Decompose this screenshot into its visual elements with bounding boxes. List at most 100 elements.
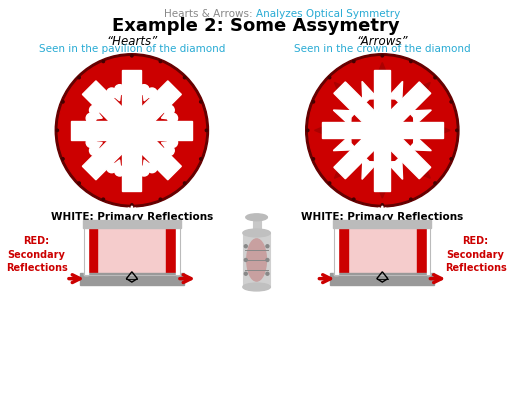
Ellipse shape: [434, 182, 436, 185]
Ellipse shape: [450, 101, 453, 104]
Bar: [426, 224, 431, 275]
Ellipse shape: [106, 163, 117, 173]
Polygon shape: [414, 163, 430, 179]
Ellipse shape: [131, 55, 133, 58]
Polygon shape: [374, 71, 391, 191]
Polygon shape: [387, 82, 402, 106]
Text: RED:
Secondary
Reflections: RED: Secondary Reflections: [445, 236, 506, 272]
Polygon shape: [387, 156, 402, 180]
Polygon shape: [322, 123, 443, 139]
Polygon shape: [314, 124, 331, 138]
Ellipse shape: [266, 259, 269, 262]
Bar: [334, 224, 431, 275]
Ellipse shape: [200, 158, 202, 161]
Bar: [243, 234, 270, 287]
Ellipse shape: [90, 106, 99, 116]
Ellipse shape: [312, 101, 314, 104]
Text: Example 2: Some Assymetry: Example 2: Some Assymetry: [112, 17, 399, 35]
Ellipse shape: [167, 114, 178, 124]
Ellipse shape: [164, 146, 174, 156]
Ellipse shape: [244, 245, 247, 248]
Ellipse shape: [381, 204, 383, 207]
Ellipse shape: [200, 101, 202, 104]
Ellipse shape: [205, 130, 208, 132]
Bar: [84, 224, 180, 275]
Ellipse shape: [115, 166, 125, 177]
Ellipse shape: [244, 259, 247, 262]
Polygon shape: [333, 111, 357, 127]
Ellipse shape: [56, 130, 58, 132]
Ellipse shape: [86, 138, 96, 148]
Text: “Arrows”: “Arrows”: [356, 35, 408, 48]
Ellipse shape: [246, 214, 267, 221]
Ellipse shape: [306, 54, 459, 207]
Polygon shape: [94, 112, 102, 120]
Polygon shape: [143, 93, 151, 101]
Polygon shape: [414, 83, 430, 99]
Ellipse shape: [450, 158, 453, 161]
Ellipse shape: [106, 89, 117, 99]
Ellipse shape: [55, 54, 208, 207]
Polygon shape: [408, 135, 431, 151]
Ellipse shape: [139, 85, 149, 95]
Text: WHITE: Primary Reflections: WHITE: Primary Reflections: [51, 211, 213, 221]
Ellipse shape: [139, 166, 149, 177]
Bar: [338, 224, 426, 275]
Bar: [83, 220, 181, 228]
Polygon shape: [334, 163, 351, 179]
Ellipse shape: [159, 199, 162, 201]
Polygon shape: [72, 121, 193, 141]
Ellipse shape: [102, 61, 104, 63]
Polygon shape: [143, 160, 151, 169]
Ellipse shape: [307, 130, 309, 132]
Polygon shape: [376, 182, 389, 199]
Text: RED:
Secondary
Reflections: RED: Secondary Reflections: [6, 236, 68, 272]
Ellipse shape: [58, 58, 205, 204]
Ellipse shape: [86, 114, 96, 124]
Ellipse shape: [266, 245, 269, 248]
Polygon shape: [82, 82, 181, 180]
Bar: [84, 224, 88, 275]
Polygon shape: [434, 124, 450, 138]
Text: Hearts & Arrows:: Hearts & Arrows:: [164, 9, 255, 18]
Ellipse shape: [61, 158, 64, 161]
Bar: [88, 224, 176, 275]
Bar: [252, 218, 261, 229]
Polygon shape: [122, 71, 141, 191]
Bar: [166, 224, 176, 275]
Ellipse shape: [78, 182, 80, 185]
Polygon shape: [334, 83, 431, 179]
Ellipse shape: [167, 138, 178, 148]
Ellipse shape: [309, 58, 456, 204]
Polygon shape: [334, 83, 351, 99]
Ellipse shape: [164, 106, 174, 116]
Polygon shape: [333, 135, 357, 151]
Ellipse shape: [353, 199, 355, 201]
Polygon shape: [113, 160, 121, 169]
Bar: [334, 224, 338, 275]
Text: Seen in the crown of the diamond: Seen in the crown of the diamond: [294, 44, 471, 54]
Polygon shape: [362, 82, 378, 106]
Ellipse shape: [147, 89, 157, 99]
Ellipse shape: [247, 239, 266, 281]
Ellipse shape: [434, 77, 436, 80]
Ellipse shape: [61, 101, 64, 104]
Ellipse shape: [102, 199, 104, 201]
Ellipse shape: [328, 77, 331, 80]
Polygon shape: [94, 142, 102, 150]
Ellipse shape: [456, 130, 458, 132]
Ellipse shape: [266, 272, 269, 276]
Ellipse shape: [159, 61, 162, 63]
Ellipse shape: [353, 61, 355, 63]
Bar: [88, 224, 97, 275]
Ellipse shape: [410, 199, 412, 201]
Ellipse shape: [115, 85, 125, 95]
Bar: [333, 220, 432, 228]
Ellipse shape: [381, 55, 383, 58]
Bar: [417, 224, 426, 275]
Ellipse shape: [312, 158, 314, 161]
Ellipse shape: [410, 61, 412, 63]
Text: Analyzes Optical Symmetry: Analyzes Optical Symmetry: [255, 9, 400, 18]
Ellipse shape: [131, 204, 133, 207]
Ellipse shape: [243, 229, 270, 237]
